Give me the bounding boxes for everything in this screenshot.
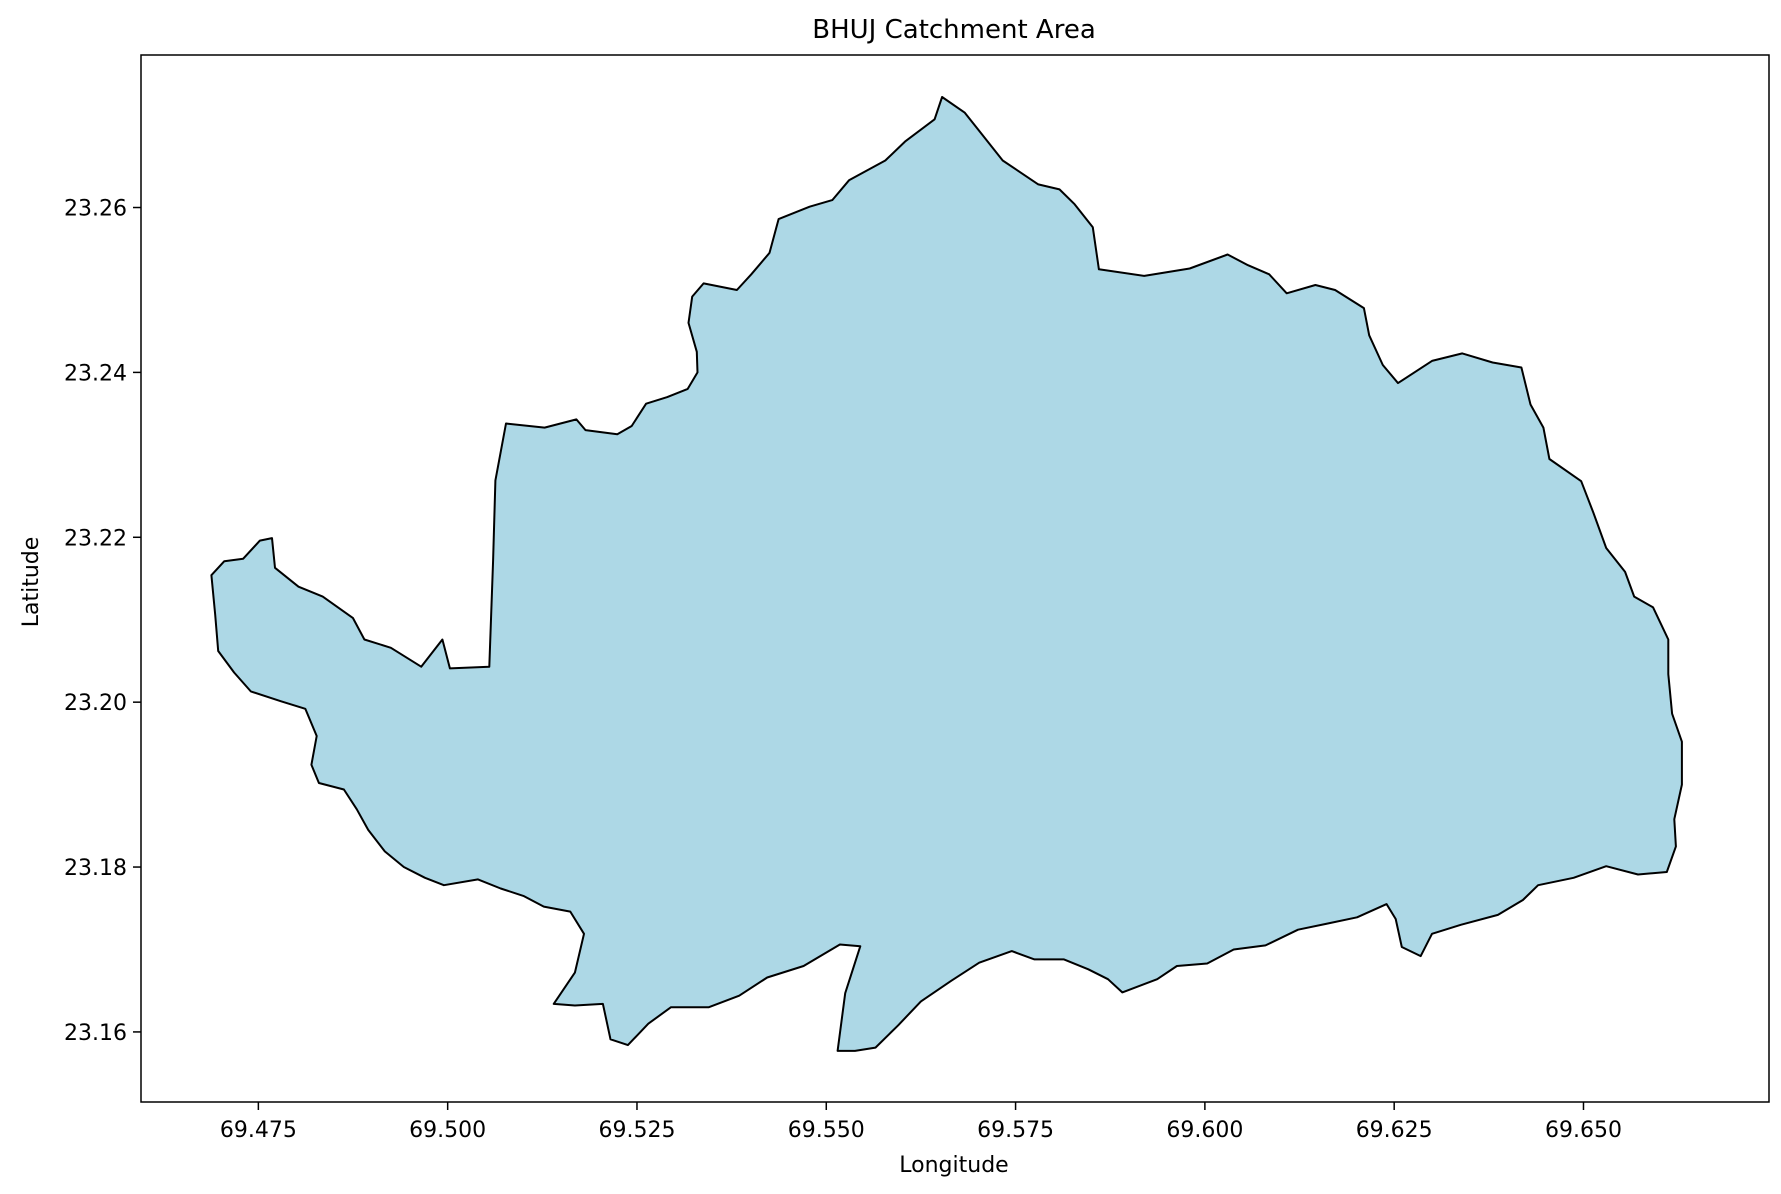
y-tick-label: 23.18 bbox=[64, 856, 127, 881]
x-tick-label: 69.600 bbox=[1166, 1118, 1243, 1143]
x-tick-label: 69.475 bbox=[220, 1118, 297, 1143]
axes-frame bbox=[140, 54, 1770, 1103]
y-axis-label: Latitude bbox=[19, 537, 44, 628]
chart-title: BHUJ Catchment Area bbox=[812, 15, 1096, 45]
x-axis: 69.475 69.500 69.525 69.550 69.575 69.600 69.6… bbox=[220, 1102, 1622, 1143]
y-axis: 23.16 23.18 23.20 23.22 23.24 23.26 bbox=[64, 197, 141, 1046]
catchment-polygon bbox=[210, 96, 1683, 1052]
x-tick-label: 69.525 bbox=[598, 1118, 675, 1143]
x-tick-label: 69.650 bbox=[1545, 1118, 1622, 1143]
x-tick-label: 69.625 bbox=[1356, 1118, 1433, 1143]
y-tick-label: 23.16 bbox=[64, 1021, 127, 1046]
catchment-layer bbox=[210, 96, 1683, 1052]
plot-area bbox=[140, 54, 1770, 1103]
x-axis-label: Longitude bbox=[899, 1153, 1008, 1178]
y-tick-label: 23.24 bbox=[64, 361, 127, 386]
y-tick-label: 23.26 bbox=[64, 197, 127, 222]
x-tick-label: 69.575 bbox=[977, 1118, 1054, 1143]
y-tick-label: 23.20 bbox=[64, 691, 127, 716]
y-tick-label: 23.22 bbox=[64, 526, 127, 551]
x-tick-label: 69.500 bbox=[409, 1118, 486, 1143]
x-tick-label: 69.550 bbox=[788, 1118, 865, 1143]
